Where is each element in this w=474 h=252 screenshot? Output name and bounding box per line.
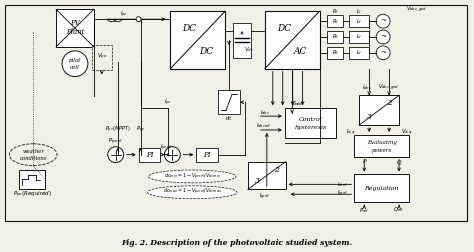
Text: ~: ~ <box>380 49 386 57</box>
Bar <box>354 174 409 202</box>
Bar <box>349 47 369 59</box>
Text: Plant: Plant <box>66 28 84 36</box>
Ellipse shape <box>148 170 236 183</box>
Text: $L_f$: $L_f$ <box>356 48 363 57</box>
Text: 3: 3 <box>255 177 259 185</box>
Bar <box>19 170 45 189</box>
Text: $I_{abcref}$: $I_{abcref}$ <box>256 121 272 131</box>
Text: $S_{abc}$: $S_{abc}$ <box>292 99 304 108</box>
Text: $I_{abc}$: $I_{abc}$ <box>362 83 372 92</box>
Bar <box>349 31 369 43</box>
Text: powers: powers <box>372 148 392 153</box>
Text: $R_f$: $R_f$ <box>332 48 339 57</box>
Text: Evaluating: Evaluating <box>367 140 397 145</box>
Text: $V_{pv}$: $V_{pv}$ <box>97 52 107 62</box>
Bar <box>285 108 337 138</box>
Text: DC: DC <box>199 47 213 56</box>
Text: $V_{abc\_grid}$: $V_{abc\_grid}$ <box>406 5 428 14</box>
Bar <box>218 90 240 114</box>
Text: Control: Control <box>299 117 322 121</box>
Bar <box>359 95 399 125</box>
Text: DC: DC <box>182 24 197 33</box>
Text: $Q_{ref}$: $Q_{ref}$ <box>393 206 405 214</box>
Bar <box>5 5 466 221</box>
Text: 3: 3 <box>367 113 372 121</box>
Text: $dc_{max}=1-V_{pvref}/V_{dcmax}$: $dc_{max}=1-V_{pvref}/V_{dcmax}$ <box>163 187 222 197</box>
Circle shape <box>376 46 390 60</box>
Circle shape <box>376 30 390 44</box>
Text: $I_{pv}$: $I_{pv}$ <box>119 10 128 20</box>
Bar <box>138 148 161 162</box>
Bar <box>92 45 112 70</box>
Text: $V_{dc}$: $V_{dc}$ <box>244 45 254 54</box>
Bar <box>233 23 251 58</box>
Text: AC: AC <box>294 47 307 56</box>
Bar <box>265 11 319 69</box>
Text: $R_f$: $R_f$ <box>332 33 339 41</box>
Text: dc: dc <box>226 116 232 121</box>
Ellipse shape <box>9 144 57 166</box>
Text: $I_{gref}$: $I_{gref}$ <box>259 192 271 202</box>
Circle shape <box>136 17 141 22</box>
Text: DC: DC <box>277 24 291 33</box>
Text: pilot: pilot <box>69 58 81 63</box>
Circle shape <box>62 51 88 77</box>
Bar <box>248 162 286 189</box>
Text: $P_{pv}(Required)$: $P_{pv}(Required)$ <box>13 190 52 200</box>
Bar <box>56 9 94 47</box>
Text: $I_{pvref}$: $I_{pvref}$ <box>160 143 173 153</box>
Text: $I_{pv}$: $I_{pv}$ <box>164 98 173 108</box>
Circle shape <box>376 14 390 28</box>
Text: PV: PV <box>70 19 80 27</box>
Bar <box>170 11 225 69</box>
Text: PI: PI <box>203 151 211 159</box>
Text: $V_{abc\_grid}$: $V_{abc\_grid}$ <box>378 83 400 92</box>
Text: $P_{ref}$: $P_{ref}$ <box>359 206 370 214</box>
Text: $P_{pv}$: $P_{pv}$ <box>136 125 146 135</box>
Text: $L_f$: $L_f$ <box>356 33 363 41</box>
Text: Regulation: Regulation <box>365 186 399 191</box>
Text: $P_{pvref}$: $P_{pvref}$ <box>108 137 123 147</box>
Text: $I_{dref}$: $I_{dref}$ <box>337 180 348 189</box>
Text: $I_{qref}$: $I_{qref}$ <box>337 189 348 199</box>
Text: 2: 2 <box>387 99 392 107</box>
Bar <box>196 148 218 162</box>
Text: $V_{d,q}$: $V_{d,q}$ <box>401 128 413 138</box>
Text: PI: PI <box>146 151 153 159</box>
Text: P: P <box>363 159 366 164</box>
Text: $P_{pv}(MPPT)$: $P_{pv}(MPPT)$ <box>105 125 130 135</box>
Text: conditions: conditions <box>19 156 47 161</box>
Circle shape <box>164 147 180 163</box>
Bar <box>328 15 343 27</box>
Bar <box>328 31 343 43</box>
Text: hysteresis: hysteresis <box>294 125 327 131</box>
Bar <box>328 47 343 59</box>
Bar <box>349 15 369 27</box>
Text: $L_f$: $L_f$ <box>356 7 363 16</box>
Ellipse shape <box>147 186 237 199</box>
Text: 2: 2 <box>274 166 279 174</box>
Text: weather: weather <box>22 149 44 154</box>
Text: Q: Q <box>397 159 401 164</box>
Text: $I_{abc}$: $I_{abc}$ <box>260 108 270 117</box>
Text: ~: ~ <box>380 17 386 25</box>
Text: $I_{d,q}$: $I_{d,q}$ <box>346 128 356 138</box>
Circle shape <box>108 147 124 163</box>
Text: $dc_{min}=1-V_{pvref}/V_{dcmin}$: $dc_{min}=1-V_{pvref}/V_{dcmin}$ <box>164 171 221 181</box>
Text: $R_f$: $R_f$ <box>332 7 339 16</box>
Text: $L_f$: $L_f$ <box>356 17 363 26</box>
Text: Fig. 2. Description of the photovoltaic studied system.: Fig. 2. Description of the photovoltaic … <box>121 239 353 247</box>
Bar <box>354 135 409 157</box>
Text: $R_f$: $R_f$ <box>332 17 339 26</box>
Text: ~: ~ <box>380 33 386 41</box>
Text: cell: cell <box>70 65 80 70</box>
